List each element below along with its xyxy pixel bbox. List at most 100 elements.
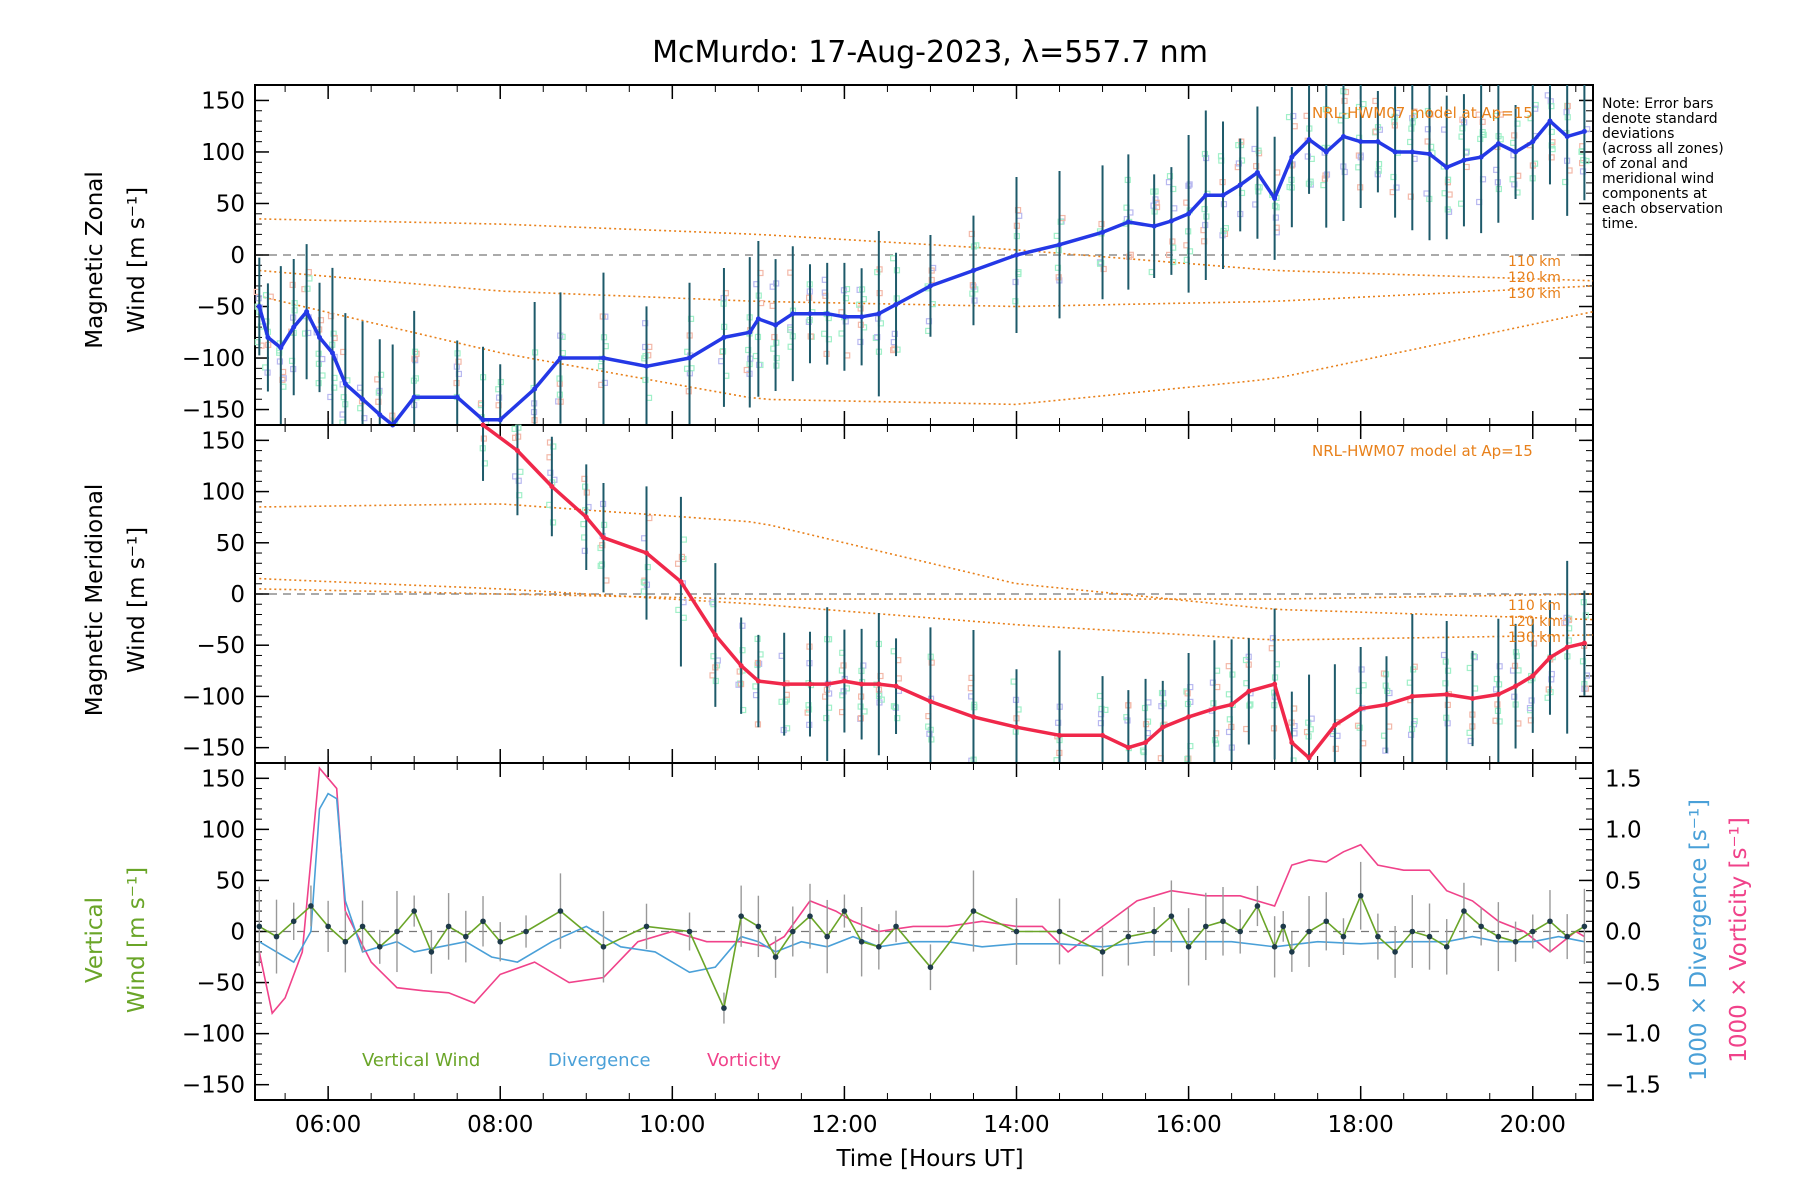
zone-sample xyxy=(289,281,296,289)
zone-sample xyxy=(1511,132,1518,139)
wind-point xyxy=(1289,740,1295,746)
x-tick-labels: 06:00 08:00 10:00 12:00 14:00 16:00 18:00 20:00 xyxy=(295,1112,1566,1138)
wind-point xyxy=(1013,252,1019,258)
zone-sample xyxy=(1579,658,1587,665)
vertical-wind-point xyxy=(1271,944,1278,950)
vertical-wind-point xyxy=(772,954,779,960)
zone-sample xyxy=(739,647,746,654)
zone-sample xyxy=(805,318,812,325)
vertical-ylabel: Vertical Wind [m s⁻¹] xyxy=(82,867,150,1013)
vertical-wind-point xyxy=(359,923,366,930)
zone-sample xyxy=(674,560,682,567)
zone-sample xyxy=(1057,218,1064,225)
zone-sample xyxy=(1290,112,1297,120)
vertical-wind-point xyxy=(824,933,830,940)
vertical-wind-point xyxy=(394,928,400,935)
zone-sample xyxy=(844,352,851,359)
zone-sample xyxy=(771,333,778,341)
zone-sample xyxy=(1579,168,1587,175)
wind-point xyxy=(773,322,779,328)
wind-point xyxy=(265,334,271,340)
zonal-model-label: NRL-HWM07 model at Ap=15 xyxy=(1312,104,1533,122)
wind-point xyxy=(1143,740,1149,746)
zone-sample xyxy=(1268,645,1275,652)
zone-sample xyxy=(1530,640,1538,647)
wind-point xyxy=(859,314,865,320)
wind-point xyxy=(1564,134,1570,140)
vertical-wind-point xyxy=(445,923,452,930)
zone-sample xyxy=(773,355,780,362)
zone-sample xyxy=(1201,205,1208,213)
wind-point xyxy=(859,681,865,687)
vertical-wind-point xyxy=(308,903,314,909)
model-curve xyxy=(259,218,1594,282)
zonal-ylabel-line1: Magnetic Zonal xyxy=(82,171,108,349)
wind-point xyxy=(1306,137,1312,143)
wind-point xyxy=(1057,732,1063,738)
wind-point xyxy=(841,314,847,320)
zone-sample xyxy=(1466,729,1473,736)
wind-point xyxy=(377,412,383,418)
wind-point xyxy=(1530,139,1536,145)
vertical-wind-point xyxy=(273,933,280,940)
zone-sample xyxy=(644,563,651,571)
zone-sample xyxy=(838,330,845,337)
x-tick-label: 18:00 xyxy=(1328,1112,1394,1138)
zone-sample xyxy=(805,706,813,713)
wind-point xyxy=(1220,192,1226,198)
zonal-alt-120: 120 km xyxy=(1508,270,1561,286)
vertical-wind-point xyxy=(858,938,865,945)
vertical-wind-point xyxy=(1512,938,1519,945)
zone-sample xyxy=(736,668,743,675)
wind-point xyxy=(1203,192,1209,198)
wind-point xyxy=(1470,695,1476,701)
wind-point xyxy=(360,396,366,402)
wind-point xyxy=(256,304,262,310)
y-tick-label: −100 xyxy=(182,684,245,710)
vertical-wind-point xyxy=(290,918,297,925)
wind-point xyxy=(1547,118,1553,124)
meridional-alt-120: 120 km xyxy=(1508,614,1561,630)
zone-sample xyxy=(928,267,935,274)
wind-point xyxy=(1461,157,1467,163)
meridional-alt-130: 130 km xyxy=(1508,630,1561,646)
legend-vertical-wind: Vertical Wind xyxy=(362,1050,480,1071)
wind-point xyxy=(927,699,933,705)
wind-point xyxy=(1513,149,1519,155)
wind-point xyxy=(1495,691,1501,697)
wind-point xyxy=(1564,644,1570,650)
wind-point xyxy=(824,311,830,317)
y-tick-label: 100 xyxy=(201,140,245,166)
zone-sample xyxy=(971,297,978,304)
zone-sample xyxy=(517,468,524,475)
zone-sample xyxy=(1459,125,1466,132)
vertical-wind-point xyxy=(1495,933,1502,940)
y-tick-label: −50 xyxy=(196,633,245,659)
legend-vorticity: Vorticity xyxy=(707,1050,781,1071)
zone-sample xyxy=(1407,731,1415,738)
wind-point xyxy=(1100,229,1106,235)
wind-point xyxy=(824,681,830,687)
zone-sample xyxy=(857,338,864,346)
wind-point xyxy=(841,678,847,684)
zone-sample xyxy=(1580,157,1587,164)
zone-sample xyxy=(1444,701,1451,709)
vertical-wind-point xyxy=(1581,923,1588,930)
zone-sample xyxy=(1272,214,1279,221)
zonal-panel: 150 100 50 0 −50 −100 −150 xyxy=(182,84,1594,428)
zone-sample xyxy=(603,577,610,584)
wind-point xyxy=(1306,755,1312,761)
note-line: Note: Error bars xyxy=(1602,96,1713,112)
note-line: of zonal and xyxy=(1602,156,1688,172)
vertical-wind-point xyxy=(1013,928,1020,935)
wind-point xyxy=(1444,164,1450,170)
wind-point xyxy=(1530,673,1536,679)
zone-sample xyxy=(306,275,313,282)
zone-sample xyxy=(580,521,587,528)
wind-point xyxy=(1581,640,1587,646)
meridional-ylabel-line1: Magnetic Meridional xyxy=(82,484,108,717)
wind-point xyxy=(342,381,348,387)
vertical-wind-line xyxy=(258,893,1585,1011)
wind-point xyxy=(1151,223,1157,229)
